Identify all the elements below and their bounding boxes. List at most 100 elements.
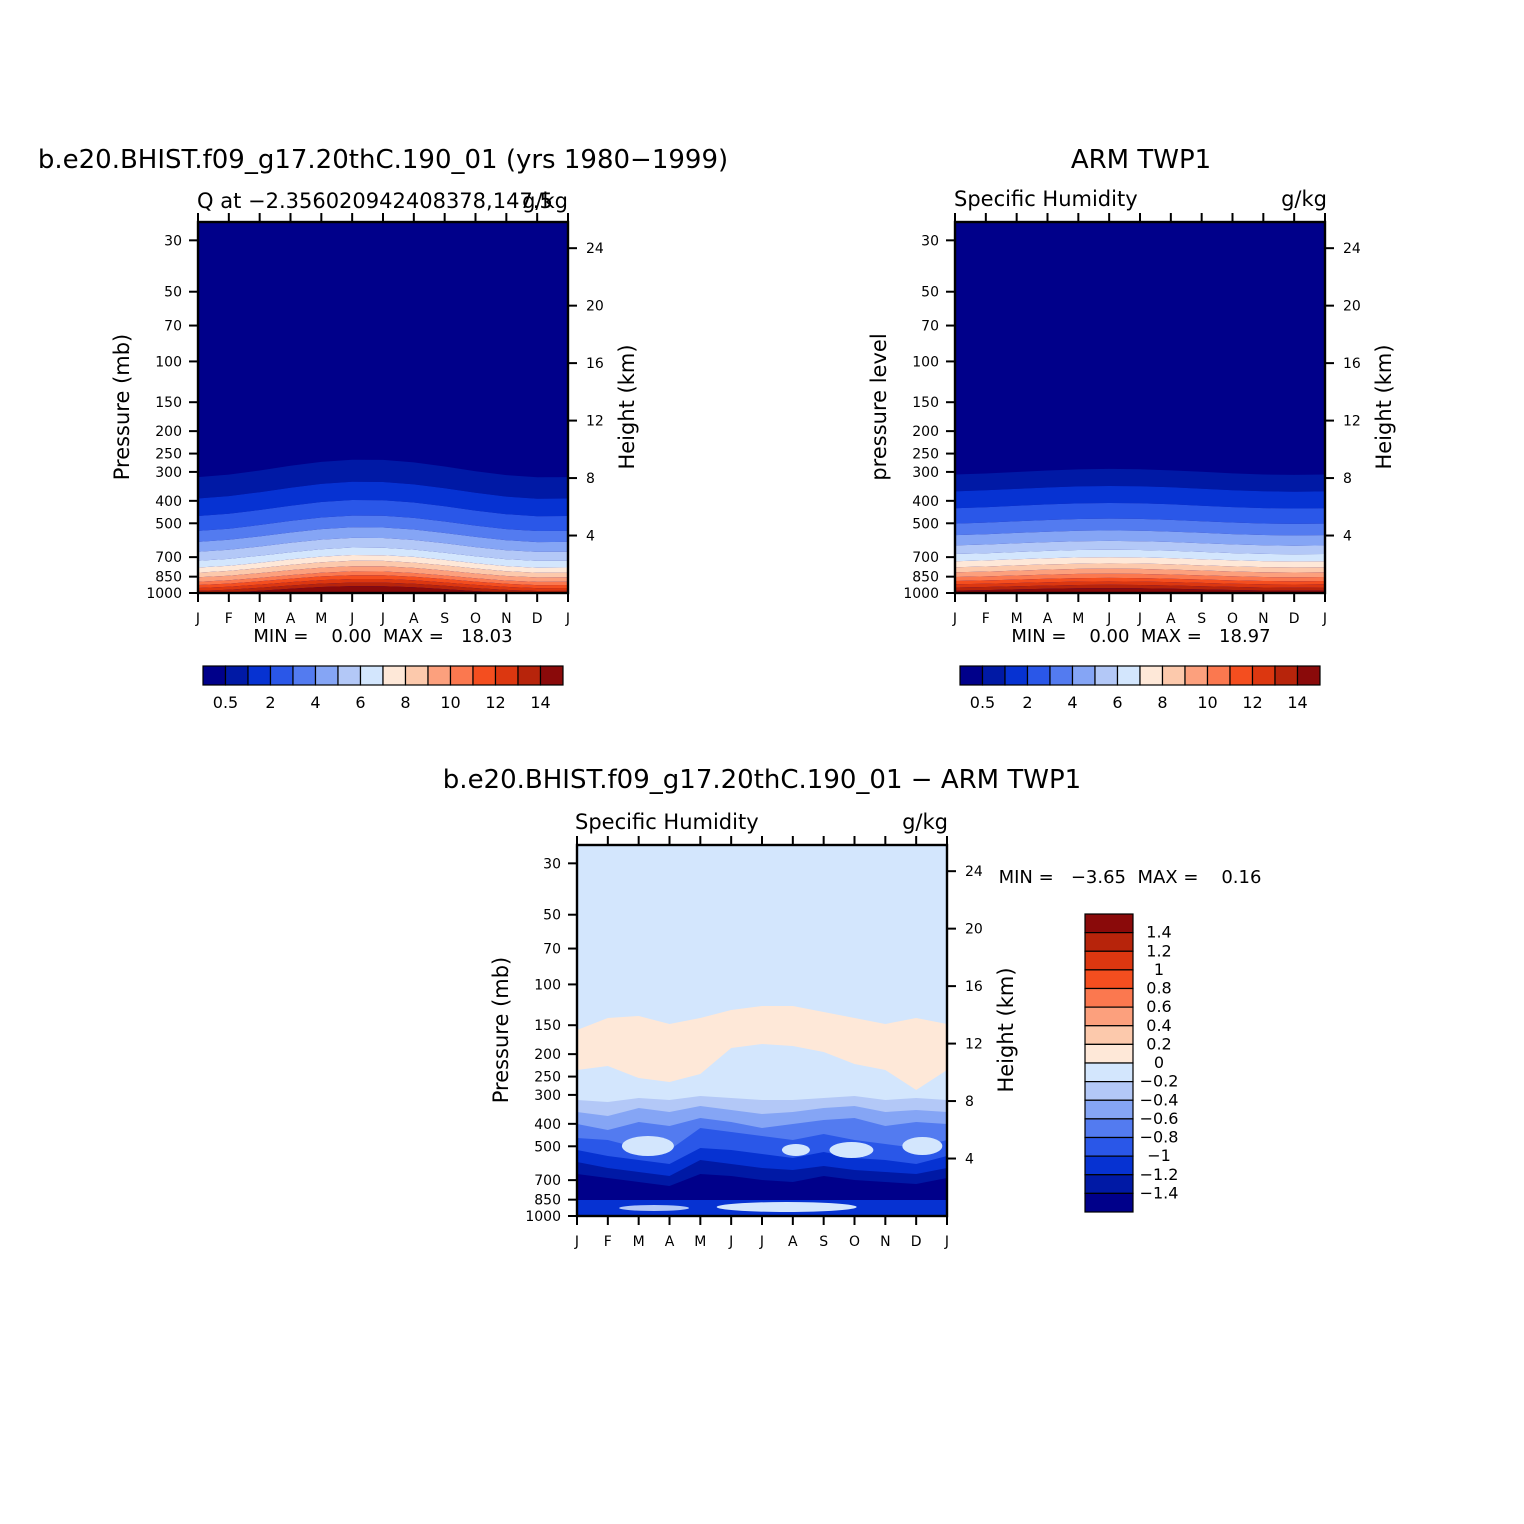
model-colorbar-label: 8	[400, 693, 410, 712]
diff-colorbar-box	[1084, 1043, 1134, 1064]
diff-colorbar-box	[1084, 1174, 1134, 1194]
model-ylabel-right: Height (km)	[615, 344, 639, 469]
diff-colorbar-label: −0.6	[1140, 1109, 1179, 1128]
model-ytick-label: 400	[155, 494, 182, 510]
diff-colorbar-label: −1.2	[1140, 1165, 1179, 1184]
obs-xtick-label: J	[1137, 611, 1142, 627]
diff-colorbar-box	[1084, 1006, 1134, 1027]
obs-xtick-label: N	[1258, 611, 1268, 627]
diff-level-neg-7	[577, 1174, 947, 1200]
obs-colorbar-label: 4	[1067, 693, 1077, 712]
diff-colorbar-label: 1.2	[1146, 941, 1171, 960]
obs-ytick-label: 700	[912, 550, 939, 566]
diff-left-string: Specific Humidity	[575, 810, 759, 834]
model-xtick-label: A	[409, 611, 419, 627]
model-xtick-label: J	[195, 611, 200, 627]
model-level-6	[198, 537, 568, 561]
diff-colorbar-label: 0.4	[1146, 1016, 1171, 1035]
model-colorbar-box	[224, 665, 249, 686]
diff-ytick-label: 500	[534, 1139, 561, 1155]
diff-ytick-right-label: 24	[965, 864, 983, 880]
model-xtick-label: J	[380, 611, 385, 627]
model-ytick-right-label: 16	[586, 356, 604, 372]
model-ytick-label: 150	[155, 395, 182, 411]
diff-colorbar-box	[1084, 1025, 1134, 1045]
diff-xtick-label: N	[880, 1234, 890, 1250]
obs-colorbar-box	[1184, 665, 1209, 686]
diff-colorbar-box	[1084, 987, 1134, 1008]
diff-ytick-label: 400	[534, 1117, 561, 1133]
model-ytick-label: 500	[155, 516, 182, 532]
diff-ytick-label: 50	[543, 908, 561, 924]
obs-colorbar-label: 8	[1157, 693, 1167, 712]
obs-xtick-label: A	[1166, 611, 1176, 627]
model-units: g/kg	[522, 189, 568, 213]
model-ylabel: Pressure (mb)	[110, 334, 134, 481]
obs-colorbar-box	[981, 665, 1006, 686]
model-title: b.e20.BHIST.f09_g17.20thC.190_01 (yrs 19…	[38, 145, 728, 175]
diff-colorbar-box	[1084, 932, 1134, 952]
diff-xtick-label: S	[819, 1234, 828, 1250]
obs-colorbar-box	[1139, 665, 1164, 686]
obs-ylabel: pressure level	[867, 333, 891, 480]
obs-left-string: Specific Humidity	[954, 187, 1138, 211]
model-ytick-right-label: 12	[586, 414, 604, 430]
obs-xtick-label: M	[1072, 611, 1084, 627]
model-level-12	[198, 575, 568, 589]
diff-colorbar-box	[1084, 969, 1134, 990]
model-colorbar-box	[382, 665, 407, 686]
diff-colorbar-box	[1084, 1081, 1134, 1101]
obs-ytick-label: 300	[912, 465, 939, 481]
obs-colorbar-box	[1206, 665, 1231, 686]
model-colorbar-label: 12	[485, 693, 505, 712]
diff-xtick-label: D	[911, 1234, 922, 1250]
obs-xtick-label: M	[1011, 611, 1023, 627]
obs-colorbar-box	[1026, 665, 1051, 686]
obs-xtick-label: S	[1197, 611, 1206, 627]
obs-colorbar-box	[1274, 665, 1299, 686]
diff-ytick-right-label: 16	[965, 979, 983, 995]
obs-xtick-label: J	[1106, 611, 1111, 627]
diff-surface-light-2	[619, 1205, 690, 1211]
diff-xtick-label: J	[728, 1234, 733, 1250]
model-level-8	[198, 555, 568, 573]
obs-colorbar-box	[959, 665, 984, 686]
obs-ytick-label: 100	[912, 354, 939, 370]
model-colorbar-label: 0.5	[213, 693, 238, 712]
diff-minmax: MIN = −3.65 MAX = 0.16	[999, 867, 1262, 888]
diff-ytick-label: 700	[534, 1173, 561, 1189]
model-xtick-label: N	[501, 611, 511, 627]
diff-xtick-label: J	[574, 1234, 579, 1250]
model-colorbar-label: 10	[440, 693, 460, 712]
diff-ytick-label: 30	[543, 856, 561, 872]
model-level-7	[198, 547, 568, 568]
diff-colorbar-label: 1	[1154, 960, 1164, 979]
obs-ytick-label: 400	[912, 494, 939, 510]
obs-level-9	[955, 563, 1325, 573]
diff-local-max-4	[902, 1137, 943, 1155]
diff-colorbar-label: 1.4	[1146, 923, 1171, 942]
diff-colorbar-label: −1	[1147, 1146, 1171, 1165]
model-level-9	[198, 560, 568, 578]
model-ytick-label: 100	[155, 354, 182, 370]
model-minmax: MIN = 0.00 MAX = 18.03	[253, 626, 512, 647]
obs-ytick-right-label: 24	[1343, 241, 1361, 257]
model-colorbar-box	[269, 665, 294, 686]
diff-colorbar-box	[1084, 1136, 1134, 1157]
obs-level-15	[955, 588, 1325, 593]
model-level-1	[198, 459, 568, 499]
diff-local-max-3	[829, 1142, 874, 1158]
diff-xtick-label: A	[665, 1234, 675, 1250]
obs-xtick-label: J	[1322, 611, 1327, 627]
obs-title: ARM TWP1	[1071, 145, 1211, 175]
obs-minmax: MIN = 0.00 MAX = 18.97	[1011, 626, 1270, 647]
diff-ytick-right-label: 12	[965, 1037, 983, 1053]
diff-ytick-right-label: 8	[965, 1094, 974, 1110]
model-level-4	[198, 515, 568, 543]
obs-xtick-label: D	[1289, 611, 1300, 627]
model-xtick-label: M	[254, 611, 266, 627]
model-level-2	[198, 481, 568, 517]
model-ytick-label: 70	[164, 319, 182, 335]
